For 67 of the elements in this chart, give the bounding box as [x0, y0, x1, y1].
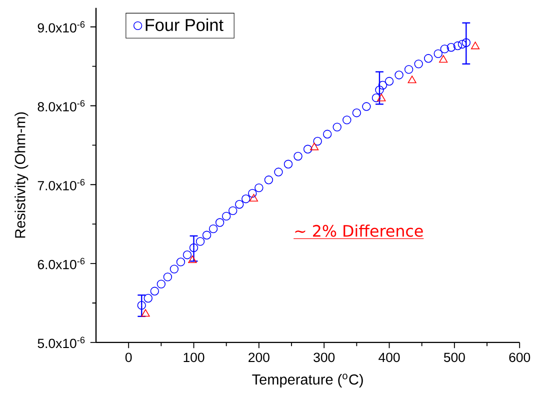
- point: [471, 42, 480, 50]
- point: [440, 44, 450, 54]
- point: [424, 54, 433, 63]
- point: [150, 286, 160, 296]
- point: [404, 65, 414, 74]
- point: [144, 294, 152, 303]
- point: [264, 176, 274, 184]
- x-tick-label: 0: [125, 352, 132, 362]
- point: [453, 42, 462, 50]
- point: [394, 70, 404, 80]
- point: [141, 309, 150, 317]
- point: [378, 80, 388, 90]
- annotation: ~ 2% Difference: [295, 224, 423, 237]
- point: [310, 142, 319, 150]
- x-tick-label: 600: [509, 352, 530, 362]
- point: [362, 102, 371, 111]
- point: [208, 224, 218, 234]
- x-tick-label: 300: [314, 352, 335, 362]
- point: [303, 144, 312, 154]
- point: [249, 194, 258, 202]
- point: [202, 230, 212, 240]
- x-tick-label: 100: [184, 352, 204, 362]
- point: [462, 38, 471, 48]
- point: [274, 168, 283, 176]
- point: [170, 264, 179, 274]
- point: [222, 212, 231, 221]
- point: [352, 108, 362, 118]
- x-tick-label: 200: [248, 352, 270, 362]
- point: [182, 250, 192, 260]
- point: [384, 77, 394, 86]
- point: [375, 86, 384, 94]
- point: [434, 49, 442, 58]
- point: [377, 94, 386, 102]
- y-tick-label: 7.0x10$^{-6}$: [38, 179, 85, 190]
- y-tick-label: 6.0x10$^{-6}$: [38, 258, 85, 270]
- point: [439, 55, 448, 63]
- point: [189, 243, 198, 252]
- y-tick-label: 5.0x10$^{-6}$: [38, 336, 85, 348]
- point: [372, 94, 381, 102]
- y-axis-title: Resistivity (Ohm-m): [14, 112, 28, 238]
- point: [408, 76, 416, 84]
- x-tick-label: 400: [378, 352, 400, 362]
- point: [163, 272, 172, 282]
- point: [284, 160, 293, 169]
- point: [294, 152, 302, 161]
- legend-label: Four Point: [146, 18, 224, 32]
- point: [342, 116, 352, 124]
- point: [332, 122, 342, 132]
- point: [242, 194, 250, 204]
- point: [188, 256, 197, 264]
- point: [156, 280, 166, 288]
- point: [414, 60, 423, 68]
- x-tick-label: 500: [444, 352, 465, 362]
- point: [196, 237, 205, 246]
- point: [215, 218, 224, 227]
- y-tick-label: 8.0x10$^{-6}$: [38, 100, 85, 112]
- point: [248, 189, 257, 198]
- point: [137, 301, 146, 310]
- point: [235, 200, 244, 209]
- y-tick-label: 9.0x10$^{-6}$: [38, 21, 85, 33]
- point: [176, 258, 186, 266]
- point: [313, 136, 322, 146]
- point: [254, 184, 264, 192]
- point: [228, 206, 238, 216]
- x-axis-title: Temperature ($^{o}$C): [252, 374, 363, 388]
- point: [446, 43, 456, 52]
- point: [323, 130, 332, 139]
